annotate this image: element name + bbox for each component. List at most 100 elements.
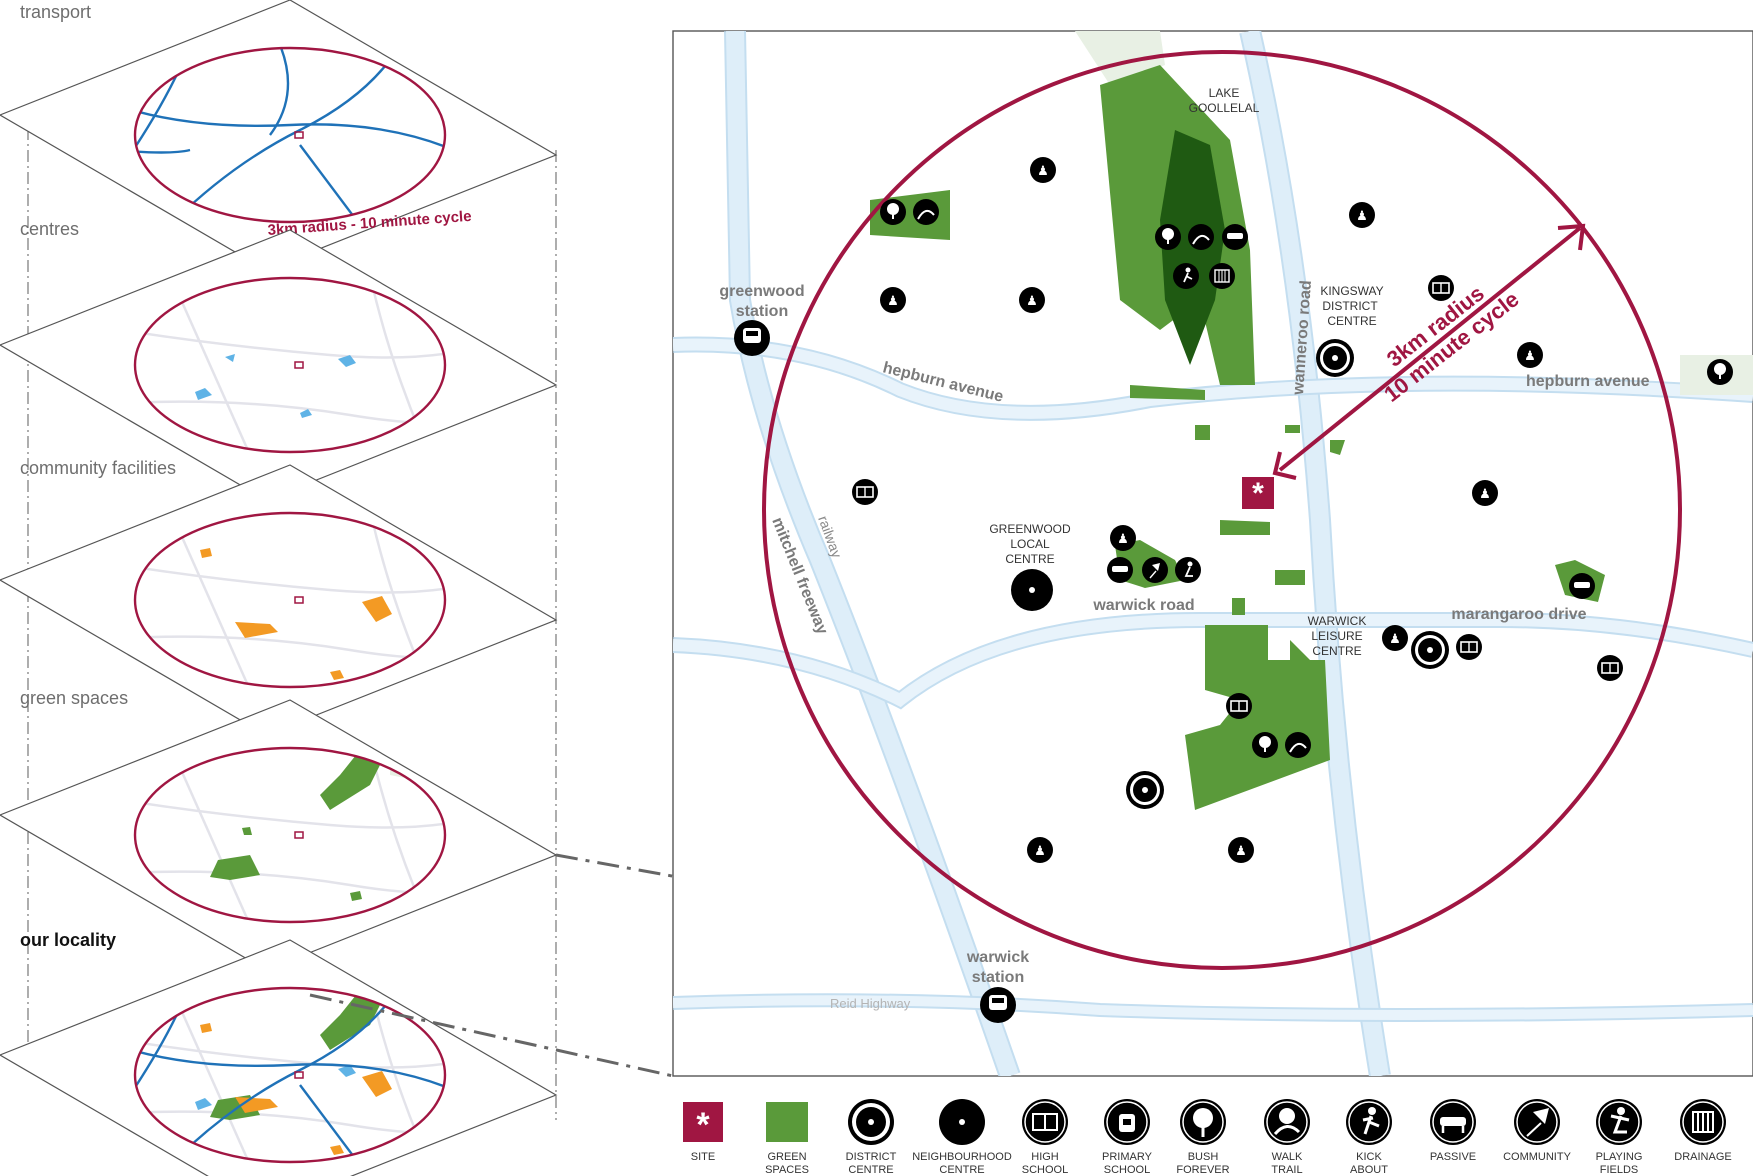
community-icon [1514,1099,1560,1145]
primary-school-icon[interactable]: ♟ [1349,202,1375,228]
drainage-icon [1680,1099,1726,1145]
greenwood-station-icon[interactable] [734,320,770,356]
svg-text:*: * [696,1106,710,1144]
bush-forever-icon[interactable] [880,199,906,225]
kick-about-icon [1346,1099,1392,1145]
primary-school-icon[interactable]: ♟ [1517,342,1543,368]
legend-item: COMMUNITY [1503,1099,1572,1163]
district-centre-icon[interactable] [1126,771,1164,809]
bush-forever-icon[interactable] [1155,224,1181,250]
primary-school-icon[interactable]: ♟ [1110,525,1136,551]
legend-label: SITE [691,1151,715,1163]
lake-label: GOOLLELAL [1189,101,1260,115]
hepburn-avenue-label: hepburn avenue [1526,373,1650,390]
greenwood-local-label: LOCAL [1010,537,1050,551]
drainage-icon[interactable] [1209,263,1235,289]
warwick-station-icon[interactable] [980,987,1016,1023]
legend-label: DRAINAGE [1674,1151,1731,1163]
svg-text:♟: ♟ [1037,163,1049,178]
passive-icon [1430,1099,1476,1145]
passive-icon[interactable] [1569,573,1595,599]
layer-centres[interactable] [0,229,558,501]
bush-forever-icon[interactable] [1707,359,1733,385]
layer-community[interactable] [0,464,558,736]
high-school-icon[interactable] [1428,275,1454,301]
walk-trail-icon[interactable] [1285,732,1311,758]
legend-label: BUSH [1188,1151,1219,1163]
layer-locality[interactable] [0,939,558,1176]
primary-school-icon[interactable]: ♟ [1027,837,1053,863]
facility-icons [880,199,1733,758]
legend-label: NEIGHBOURHOOD [912,1151,1012,1163]
primary-school-icon [1104,1099,1150,1145]
high-school-icon[interactable] [1226,693,1252,719]
district-centre-icon [848,1099,894,1145]
kick-about-icon[interactable] [1173,263,1199,289]
green-space [1275,570,1305,585]
layer-green[interactable] [0,699,558,971]
playing-fields-icon[interactable] [1175,557,1201,583]
lake-goollelal [1160,130,1225,365]
legend-label: SCHOOL [1022,1164,1068,1176]
primary-school-icon[interactable]: ♟ [1030,157,1056,183]
bush-forever-icon[interactable] [1252,732,1278,758]
legend-label: PLAYING [1596,1151,1643,1163]
primary-school-icon[interactable]: ♟ [1228,837,1254,863]
playing-fields-icon [1596,1099,1642,1145]
layer-label-community: community facilities [20,458,176,478]
legend-label: COMMUNITY [1503,1151,1571,1163]
primary-school-icon[interactable]: ♟ [880,287,906,313]
primary-school-icon[interactable]: ♟ [1019,287,1045,313]
site-marker[interactable]: * [1242,477,1274,510]
greenwood-station-label: greenwood [719,283,804,300]
radius-circle [762,50,1682,970]
green-space [1330,440,1345,455]
svg-text:♟: ♟ [1117,531,1129,546]
neighbourhood-centre-icon[interactable] [1011,569,1053,611]
legend-label: DISTRICT [846,1151,897,1163]
primary-school-icon[interactable]: ♟ [1472,480,1498,506]
radius-arrow [1272,223,1586,480]
green-space [1232,598,1245,615]
walk-trail-icon [1264,1099,1310,1145]
svg-text:♟: ♟ [1479,486,1491,501]
green-space [1130,385,1205,400]
legend-item: * SITE [683,1102,723,1163]
layer-stack: 3km radius - 10 minute cycle [0,0,558,1176]
kingsway-label: DISTRICT [1322,299,1378,313]
warwick-leisure-label: CENTRE [1312,644,1361,658]
greenwood-local-label: GREENWOOD [989,522,1071,536]
green-space [1195,425,1210,440]
district-centre-icon[interactable] [1316,339,1354,377]
legend: *SITE GREENSPACESDISTRICTCENTRENEIGHBOURH… [683,1099,1732,1176]
high-school-icon[interactable] [1456,634,1482,660]
neighbourhood-centre-icon [939,1099,985,1145]
warwick-station-label: warwick [966,949,1029,966]
layer-label-transport: transport [20,2,91,22]
community-icon[interactable] [1142,557,1168,583]
primary-school-icon[interactable]: ♟ [1382,625,1408,651]
legend-label: WALK [1272,1151,1303,1163]
reid-highway-label: Reid Highway [830,996,911,1011]
kingsway-label: CENTRE [1327,314,1376,328]
greenwood-station-label: station [736,303,788,320]
site-icon: * [683,1102,723,1144]
passive-icon[interactable] [1107,557,1133,583]
legend-label: FIELDS [1600,1164,1639,1176]
high-school-icon[interactable] [852,479,878,505]
primary-school-icons: ♟ ♟ ♟ ♟ ♟ ♟ ♟ ♟ ♟ ♟ [880,157,1543,863]
layer-transport[interactable]: 3km radius - 10 minute cycle [0,0,558,271]
district-centre-icon[interactable] [1411,631,1449,669]
walk-trail-icon[interactable] [1188,224,1214,250]
detail-map: * ♟ ♟ ♟ ♟ [672,30,1753,1077]
passive-icon[interactable] [1222,224,1248,250]
walk-trail-icon[interactable] [913,199,939,225]
warwick-leisure-label: WARWICK [1308,614,1367,628]
svg-text:♟: ♟ [1356,208,1368,223]
legend-label: PRIMARY [1102,1151,1153,1163]
high-school-icon[interactable] [1597,655,1623,681]
